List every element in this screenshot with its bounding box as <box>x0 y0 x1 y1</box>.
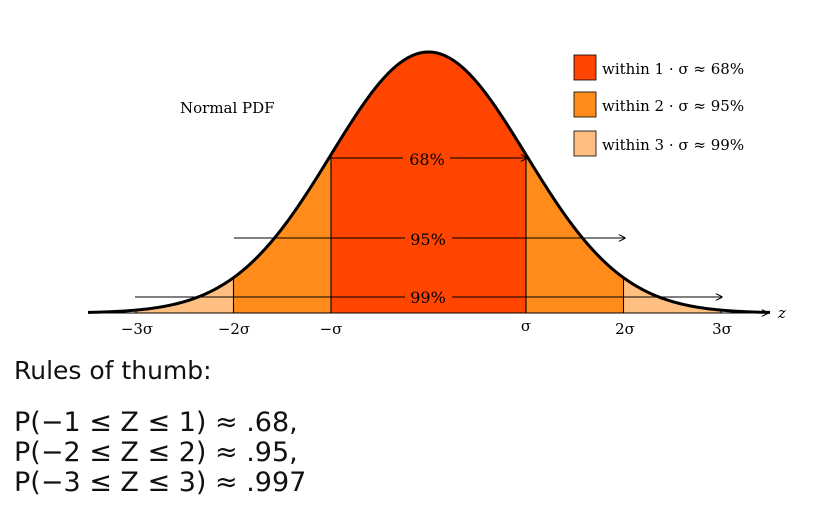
three-sigma-region-right <box>623 277 721 313</box>
tick-label: 3σ <box>712 320 732 338</box>
normal-distribution-diagram: 68% 95% 99% z −3σ −2σ −σ σ 2σ 3σ Normal … <box>87 50 786 338</box>
three-sigma-band-label: 99% <box>410 288 446 307</box>
sigma-boundary-lines <box>135 154 722 313</box>
rule-three-sigma: P(−3 ≤ Z ≤ 3) ≈ .997 <box>14 467 307 498</box>
tick-label: 2σ <box>615 320 635 338</box>
one-sigma-region <box>331 52 526 313</box>
band-arrows <box>135 158 722 297</box>
legend-label-one-sigma: within 1 · σ ≈ 68% <box>602 60 744 78</box>
z-axis-label: z <box>777 304 786 322</box>
rule-two-sigma: P(−2 ≤ Z ≤ 2) ≈ .95, <box>14 437 298 468</box>
tick-label: −2σ <box>218 320 250 338</box>
three-sigma-region-left <box>136 277 234 313</box>
rules-title: Rules of thumb: <box>14 356 212 385</box>
tick-label: −σ <box>320 320 343 338</box>
legend-swatch-three-sigma <box>573 130 597 157</box>
legend-swatch-two-sigma <box>573 91 597 118</box>
normal-pdf-label: Normal PDF <box>180 99 275 117</box>
rule-one-sigma: P(−1 ≤ Z ≤ 1) ≈ .68, <box>14 407 298 438</box>
normal-pdf-curve <box>87 50 771 314</box>
tick-labels: −3σ −2σ −σ σ 2σ 3σ <box>121 317 732 338</box>
two-sigma-band-label: 95% <box>410 230 446 249</box>
tick-label: −3σ <box>121 320 153 338</box>
legend: within 1 · σ ≈ 68% within 2 · σ ≈ 95% wi… <box>573 54 744 157</box>
legend-label-two-sigma: within 2 · σ ≈ 95% <box>602 97 744 115</box>
legend-swatch-one-sigma <box>573 54 597 81</box>
one-sigma-band-label: 68% <box>409 150 445 169</box>
legend-label-three-sigma: within 3 · σ ≈ 99% <box>602 136 744 154</box>
tick-label: σ <box>521 317 531 335</box>
